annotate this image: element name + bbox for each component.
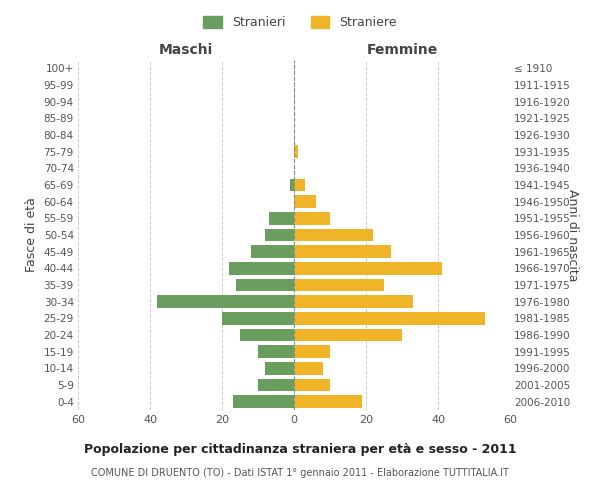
Bar bbox=[294, 146, 298, 158]
Text: Femmine: Femmine bbox=[367, 42, 437, 56]
Bar bbox=[265, 229, 294, 241]
Bar bbox=[294, 246, 391, 258]
Bar bbox=[240, 329, 294, 341]
Bar bbox=[258, 346, 294, 358]
Bar bbox=[157, 296, 294, 308]
Bar bbox=[294, 212, 330, 224]
Bar bbox=[294, 396, 362, 408]
Text: COMUNE DI DRUENTO (TO) - Dati ISTAT 1° gennaio 2011 - Elaborazione TUTTITALIA.IT: COMUNE DI DRUENTO (TO) - Dati ISTAT 1° g… bbox=[91, 468, 509, 477]
Bar bbox=[269, 212, 294, 224]
Legend: Stranieri, Straniere: Stranieri, Straniere bbox=[203, 16, 397, 29]
Bar bbox=[294, 196, 316, 208]
Text: Popolazione per cittadinanza straniera per età e sesso - 2011: Popolazione per cittadinanza straniera p… bbox=[83, 442, 517, 456]
Bar bbox=[294, 262, 442, 274]
Bar bbox=[251, 246, 294, 258]
Bar bbox=[294, 279, 384, 291]
Bar bbox=[294, 229, 373, 241]
Bar bbox=[294, 346, 330, 358]
Bar bbox=[258, 379, 294, 391]
Text: Maschi: Maschi bbox=[159, 42, 213, 56]
Bar bbox=[294, 362, 323, 374]
Bar bbox=[294, 329, 402, 341]
Bar bbox=[265, 362, 294, 374]
Bar bbox=[222, 312, 294, 324]
Bar bbox=[229, 262, 294, 274]
Bar bbox=[233, 396, 294, 408]
Bar bbox=[294, 379, 330, 391]
Bar bbox=[236, 279, 294, 291]
Bar bbox=[294, 312, 485, 324]
Y-axis label: Fasce di età: Fasce di età bbox=[25, 198, 38, 272]
Bar bbox=[294, 179, 305, 192]
Bar bbox=[294, 296, 413, 308]
Y-axis label: Anni di nascita: Anni di nascita bbox=[566, 188, 579, 281]
Bar bbox=[290, 179, 294, 192]
